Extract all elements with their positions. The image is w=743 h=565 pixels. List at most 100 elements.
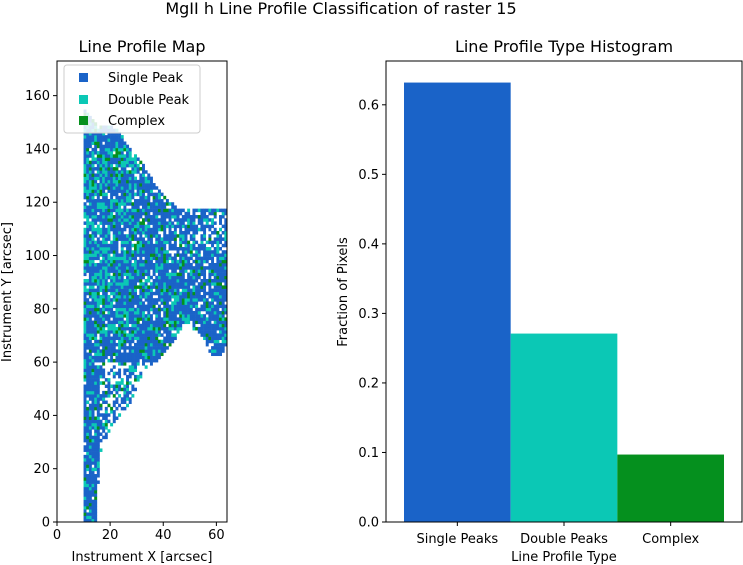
- map-pixel: [179, 256, 183, 261]
- map-pixel: [123, 262, 127, 267]
- map-pixel: [99, 154, 103, 158]
- map-pixel: [86, 419, 90, 424]
- map-pixel: [152, 339, 156, 344]
- map-pixel: [221, 326, 225, 331]
- map-pixel: [86, 358, 90, 363]
- map-pixel: [149, 346, 153, 350]
- map-axes-frame: [56, 60, 228, 523]
- map-pixel: [110, 266, 114, 270]
- map-pixel: [96, 378, 100, 382]
- map-pixel: [118, 160, 122, 165]
- map-pixel: [94, 307, 98, 312]
- map-pixel: [179, 278, 183, 283]
- map-pixel: [115, 266, 119, 270]
- map-pixel: [203, 266, 207, 270]
- map-pixel: [104, 342, 108, 347]
- map-pixel: [165, 272, 169, 277]
- map-pixel: [86, 422, 90, 427]
- map-pixel: [139, 224, 143, 229]
- map-pixel: [216, 304, 220, 309]
- map-pixel: [104, 202, 108, 206]
- map-pixel: [91, 272, 95, 277]
- map-pixel: [155, 320, 159, 325]
- map-pixel: [131, 269, 135, 273]
- map-pixel: [208, 307, 212, 312]
- map-pixel: [179, 211, 183, 216]
- map-pixel: [147, 326, 151, 331]
- map-pixel: [107, 298, 111, 302]
- map-pixel: [184, 310, 188, 315]
- map-pixel: [96, 416, 100, 420]
- map-pixel: [184, 240, 188, 245]
- map-pixel: [104, 400, 108, 404]
- map-pixel: [94, 374, 98, 379]
- map-pixel: [134, 253, 137, 257]
- map-pixel: [157, 294, 161, 299]
- map-pixel: [152, 227, 156, 232]
- map-pixel: [221, 314, 225, 318]
- map-pixel: [139, 179, 143, 184]
- map-pixel: [139, 269, 143, 273]
- map-pixel: [200, 234, 204, 238]
- map-pixel: [131, 362, 135, 366]
- map-pixel: [123, 400, 127, 404]
- map-pixel: [88, 448, 92, 452]
- map-pixel: [99, 381, 103, 385]
- map-pixel: [99, 179, 103, 184]
- map-pixel: [83, 374, 87, 379]
- map-pixel: [128, 317, 132, 321]
- map-pixel: [189, 215, 193, 219]
- map-pixel: [96, 435, 100, 440]
- histogram-x-axis-label: Line Profile Type: [511, 550, 617, 565]
- map-pixel: [136, 221, 140, 225]
- map-pixel: [142, 208, 145, 213]
- map-pixel: [184, 294, 188, 299]
- map-pixel: [102, 326, 106, 331]
- map-pixel: [152, 326, 156, 331]
- map-pixel: [144, 326, 148, 331]
- map-pixel: [118, 285, 122, 289]
- map-pixel: [83, 304, 87, 309]
- map-pixel: [147, 215, 151, 219]
- map-pixel: [112, 170, 116, 174]
- map-pixel: [168, 330, 172, 334]
- map-pixel: [160, 294, 164, 299]
- map-pixel: [94, 247, 98, 251]
- map-pixel: [102, 413, 106, 417]
- map-pixel: [107, 326, 111, 331]
- map-pixel: [168, 218, 172, 222]
- map-pixel: [102, 291, 106, 296]
- map-pixel: [136, 259, 140, 264]
- map-pixel: [213, 336, 217, 341]
- map-pixel: [126, 310, 130, 315]
- map-pixel: [200, 266, 204, 270]
- map-pixel: [205, 256, 209, 261]
- map-pixel: [147, 269, 151, 273]
- map-pixel: [128, 234, 132, 238]
- map-pixel: [216, 294, 220, 299]
- map-pixel: [86, 448, 90, 452]
- map-pixel: [118, 355, 122, 360]
- map-pixel: [110, 368, 114, 373]
- map-pixel: [155, 323, 159, 328]
- map-pixel: [123, 339, 127, 344]
- map-pixel: [88, 256, 92, 261]
- map-pixel: [99, 269, 103, 273]
- map-pixel: [155, 237, 159, 241]
- map-pixel: [107, 320, 111, 325]
- map-pixel: [197, 269, 201, 273]
- map-pixel: [94, 310, 98, 315]
- map-pixel: [83, 445, 87, 449]
- map-pixel: [115, 352, 119, 357]
- map-pixel: [110, 314, 114, 318]
- map-pixel: [88, 282, 92, 286]
- map-pixel: [104, 195, 108, 200]
- map-pixel: [216, 317, 220, 321]
- map-pixel: [131, 250, 135, 254]
- map-pixel: [102, 429, 106, 433]
- map-pixel: [208, 247, 212, 251]
- map-pixel: [176, 262, 180, 267]
- map-pixel: [205, 310, 209, 315]
- map-pixel: [112, 147, 116, 152]
- map-pixel: [86, 493, 90, 497]
